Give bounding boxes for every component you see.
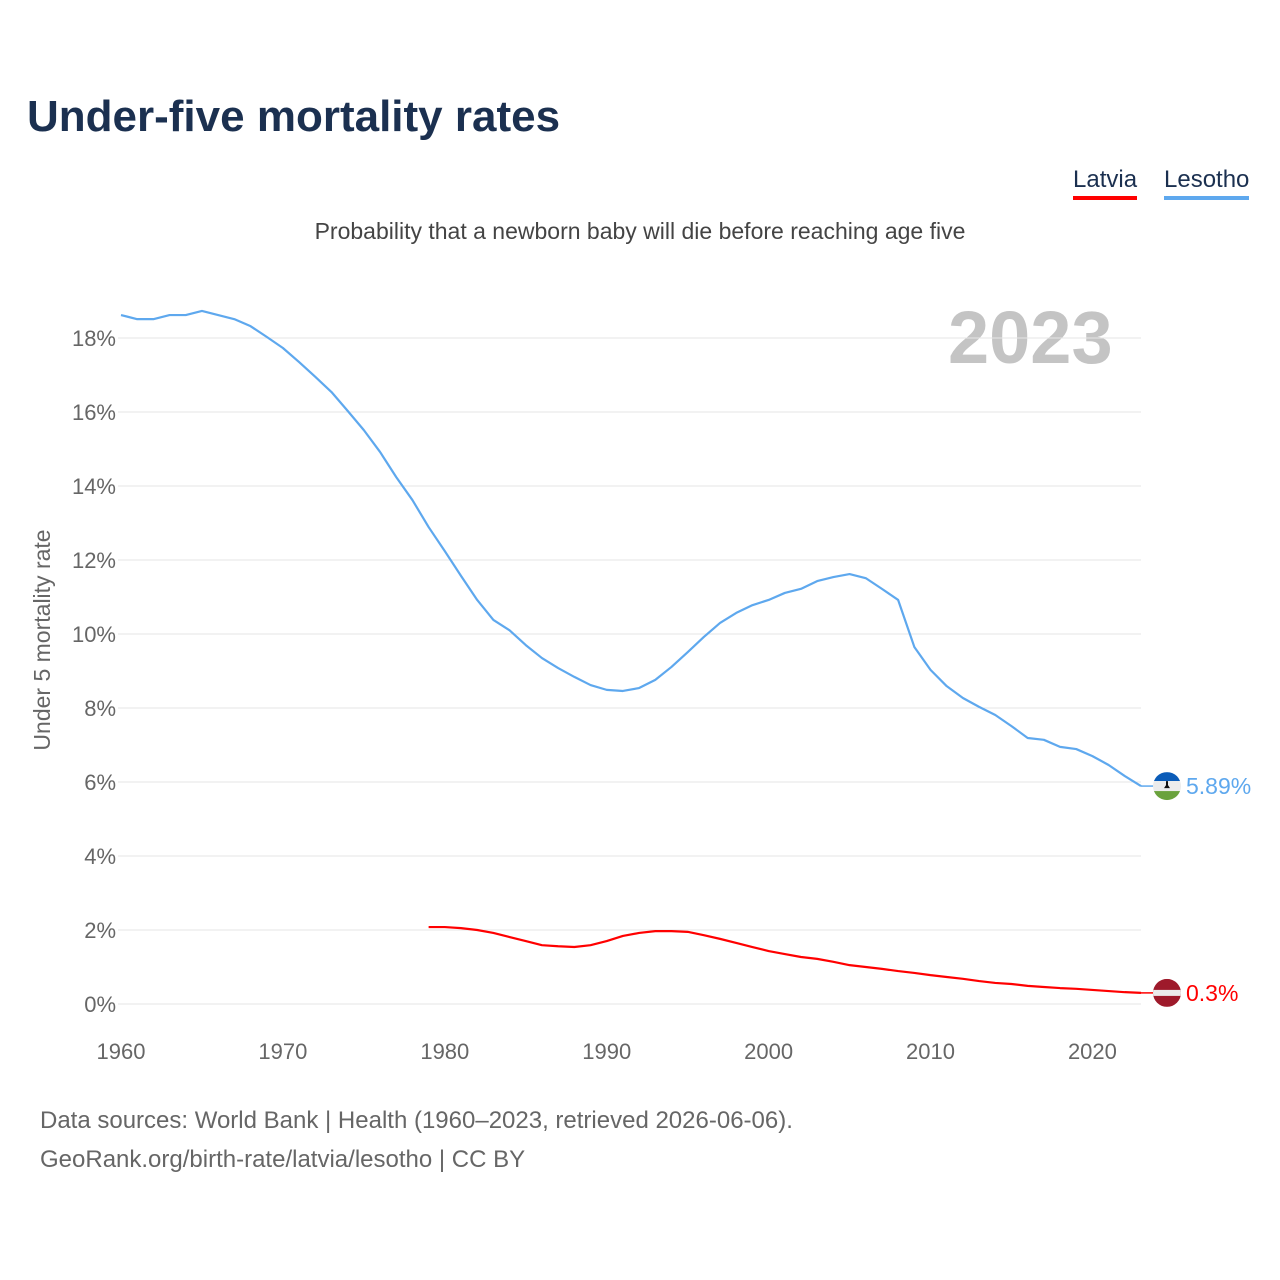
footer-source: Data sources: World Bank | Health (1960–…	[40, 1107, 793, 1134]
flag-band-blue	[1153, 772, 1181, 782]
flag	[1153, 772, 1181, 801]
hat-emblem	[1164, 781, 1170, 789]
flag-band-green	[1153, 791, 1181, 801]
x-tick-label: 1980	[420, 1039, 469, 1064]
legend-lesotho[interactable]: Lesotho	[1164, 166, 1250, 200]
y-axis-label: Under 5 mortality rate	[29, 529, 55, 750]
y-tick-label: 0%	[84, 992, 116, 1017]
y-tick-label: 18%	[72, 326, 116, 351]
end-value-label: 5.89%	[1186, 773, 1251, 799]
chart-title: Under-five mortality rates	[27, 92, 561, 141]
flag-band-white	[1153, 989, 1181, 996]
latvia-flag-icon	[1153, 978, 1181, 1007]
x-tick-label: 1960	[97, 1039, 146, 1064]
y-tick-label: 10%	[72, 622, 116, 647]
y-tick-label: 12%	[72, 548, 116, 573]
lesotho-flag-icon	[1153, 772, 1181, 801]
series-line-lesotho	[120, 309, 1142, 788]
y-tick-label: 6%	[84, 770, 116, 795]
x-tick-label: 2010	[906, 1039, 955, 1064]
y-tick-label: 16%	[72, 400, 116, 425]
footer-link[interactable]: GeoRank.org/birth-rate/latvia/lesotho | …	[40, 1146, 526, 1173]
x-tick-label: 2020	[1068, 1039, 1117, 1064]
chart-subtitle: Probability that a newborn baby will die…	[314, 218, 966, 244]
y-tick-label: 14%	[72, 474, 116, 499]
y-tick-label: 8%	[84, 696, 116, 721]
x-tick-label: 1990	[582, 1039, 631, 1064]
end-value-label: 0.3%	[1186, 980, 1238, 1006]
x-tick-label: 1970	[258, 1039, 307, 1064]
y-tick-label: 4%	[84, 844, 116, 869]
series-line-latvia	[428, 925, 1142, 994]
flag	[1153, 978, 1181, 1007]
legend-latvia[interactable]: Latvia	[1073, 166, 1138, 200]
x-tick-label: 2000	[744, 1039, 793, 1064]
y-tick-label: 2%	[84, 918, 116, 943]
